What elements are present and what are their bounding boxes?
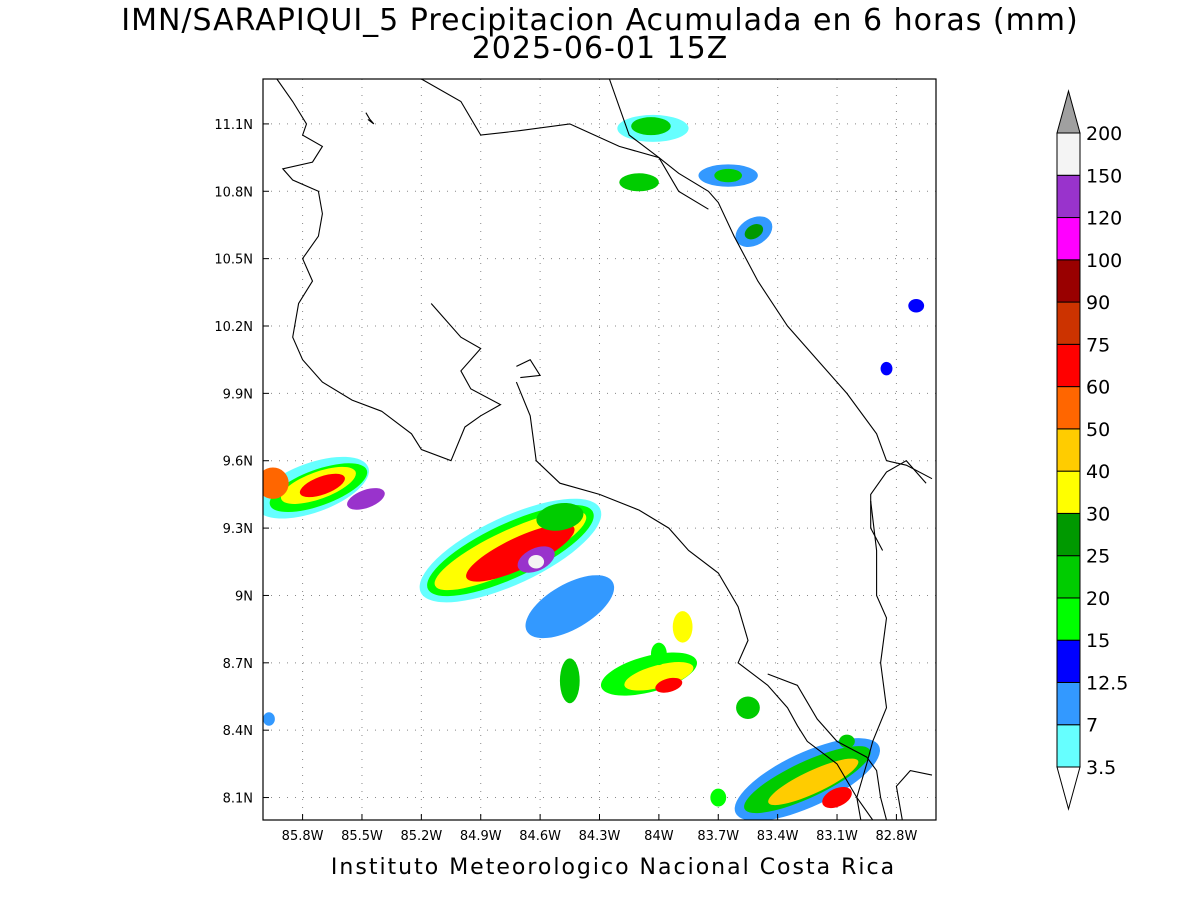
precip-area [650,642,667,666]
colorbar-label: 20 [1086,588,1110,610]
precip-area [619,173,659,192]
precip-area [880,361,893,376]
tick-label-lat: 9.3N [223,522,253,537]
precip-area [263,712,275,726]
coastline [767,673,888,820]
tick-label-lon: 84.9W [460,829,502,844]
precip-area [768,758,859,806]
colorbar-label: 90 [1086,292,1110,314]
precip-area [559,658,580,704]
tick-label-lon: 82.8W [876,829,918,844]
precip-area [347,488,385,510]
coastline [608,79,933,480]
coastline [870,460,927,551]
tick-label-lat: 8.1N [223,792,253,807]
colorbar-segment [1056,132,1081,176]
colorbar-extend-low [1056,766,1081,811]
tick-label-lat: 10.2N [214,320,253,335]
colorbar-segment [1056,386,1081,430]
coastline [365,112,375,125]
tick-label-lat: 10.8N [214,185,253,200]
country-border [421,79,709,210]
colorbar-segment [1056,259,1081,303]
colorbar-segment [1056,470,1081,514]
tick-label-lon: 85.8W [282,829,324,844]
precip-area [631,117,671,136]
colorbar-label: 100 [1086,250,1122,272]
precip-area [908,299,925,313]
tick-label-lat: 8.4N [223,724,253,739]
precip-area [466,523,575,582]
tick-label-lon: 85.2W [400,829,442,844]
coastline [516,358,542,379]
precip-area [672,611,693,643]
colorbar-extend-high [1056,89,1081,134]
colorbar-label: 50 [1086,419,1110,441]
colorbar-legend: 3.5 7 12.5 15 20 25 30 40 50 60 75 90 100 120 150 200 [1056,89,1128,811]
tick-label-lat: 9N [235,589,253,604]
map-subtitle-datetime: 2025-06-01 15Z [471,31,729,66]
tick-label-lon: 83.7W [697,829,739,844]
footer-credit: Instituto Meteorologico Nacional Costa R… [330,855,897,880]
map-title: IMN/SARAPIQUI_5 Precipitacion Acumulada … [121,3,1079,38]
tick-label-lat: 8.7N [223,657,253,672]
colorbar-label: 60 [1086,377,1110,399]
colorbar-segment [1056,217,1081,261]
precip-area [624,662,694,691]
colorbar-label: 15 [1086,630,1110,652]
precip-area [528,555,545,569]
coastline [895,769,933,820]
precip-area [744,224,764,240]
colorbar-label: 150 [1086,165,1122,187]
axis-ticks: 85.8W 85.5W 85.2W 84.9W 84.6W 84.3W 84W 83.7W 83… [214,118,917,844]
colorbar-segment [1056,512,1081,557]
country-borders [421,79,888,820]
colorbar-segment [1056,724,1081,768]
tick-label-lat: 11.1N [214,118,253,133]
tick-label-lat: 9.6N [223,455,253,470]
precip-area [299,473,345,498]
tick-label-lon: 83.1W [816,829,858,844]
coastline [515,381,874,820]
colorbar-segment [1056,301,1081,345]
country-border [856,501,888,820]
precip-area [655,677,683,693]
colorbar-label: 75 [1086,334,1110,356]
precip-area [263,467,289,499]
precip-area [714,168,743,183]
tick-label-lat: 9.9N [223,387,253,402]
precip-area [736,696,760,719]
colorbar-segment [1056,555,1081,599]
tick-label-lon: 84.3W [579,829,621,844]
tick-label-lon: 84W [644,829,674,844]
colorbar-label: 25 [1086,546,1110,568]
tick-label-lon: 84.6W [519,829,561,844]
colorbar-segment [1056,639,1081,683]
colorbar-segment [1056,681,1081,726]
colorbar-label: 30 [1086,503,1110,525]
colorbar-label: 120 [1086,208,1122,230]
precip-area [822,787,852,809]
precipitation-field [263,114,925,820]
colorbar-label: 7 [1086,715,1098,737]
colorbar-label: 12.5 [1086,672,1128,694]
tick-label-lon: 85.5W [341,829,383,844]
grid-lines [263,79,936,820]
colorbar-label: 40 [1086,461,1110,483]
precip-area [536,502,584,531]
colorbar-label: 200 [1086,123,1122,145]
colorbar-label: 3.5 [1086,757,1116,779]
precip-area [525,575,615,639]
coastlines [276,79,933,820]
tick-label-lat: 10.5N [214,253,253,268]
colorbar-segment [1056,428,1081,472]
tick-label-lon: 83.4W [757,829,799,844]
colorbar-segment [1056,343,1081,388]
plot-frame [262,78,937,821]
colorbar-segment [1056,174,1081,219]
precip-area [710,788,727,807]
coastline [276,79,502,462]
colorbar-segment [1056,597,1081,641]
